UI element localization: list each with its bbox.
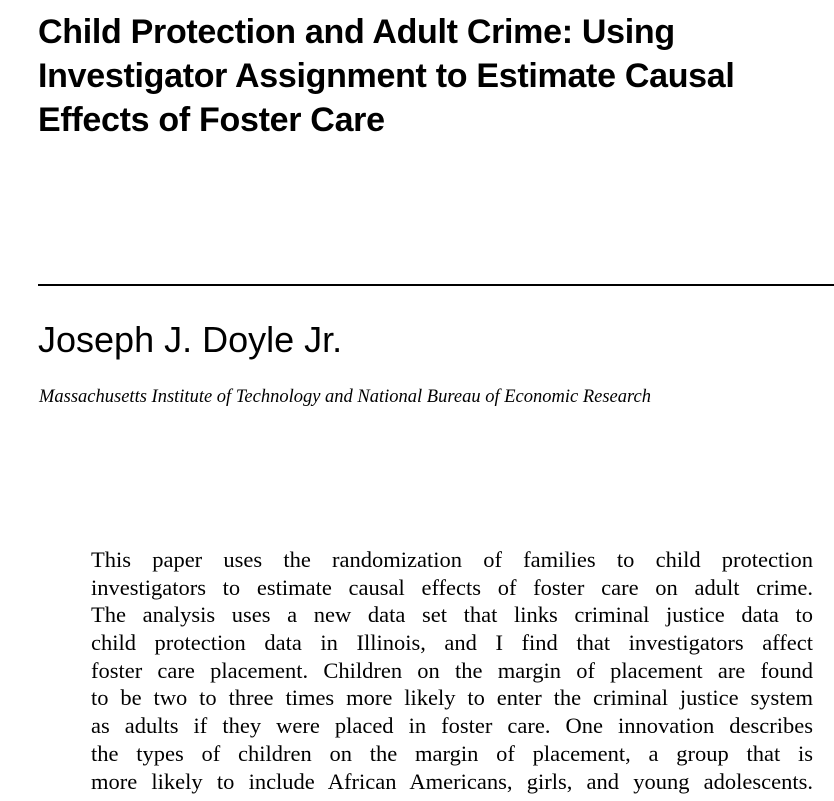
horizontal-rule bbox=[38, 284, 834, 286]
author-name: Joseph J. Doyle Jr. bbox=[38, 319, 343, 360]
abstract-line: foster care placement. Children on the m… bbox=[91, 657, 813, 683]
abstract-line: The analysis uses a new data set that li… bbox=[91, 602, 813, 628]
abstract: This paper uses the randomization of fam… bbox=[91, 546, 813, 795]
author-affiliation: Massachusetts Institute of Technology an… bbox=[39, 387, 651, 407]
abstract-line: as adults if they were placed in foster … bbox=[91, 713, 813, 739]
abstract-line: to be two to three times more likely to … bbox=[91, 685, 813, 711]
paper-title: Child Protection and Adult Crime: Using … bbox=[38, 13, 735, 139]
abstract-line: child protection data in Illinois, and I… bbox=[91, 630, 813, 656]
abstract-line: the types of children on the margin of p… bbox=[91, 740, 813, 766]
abstract-line: more likely to include African Americans… bbox=[91, 768, 813, 794]
abstract-line: This paper uses the randomization of fam… bbox=[91, 547, 813, 572]
abstract-line: investigators to estimate causal effects… bbox=[91, 574, 813, 600]
